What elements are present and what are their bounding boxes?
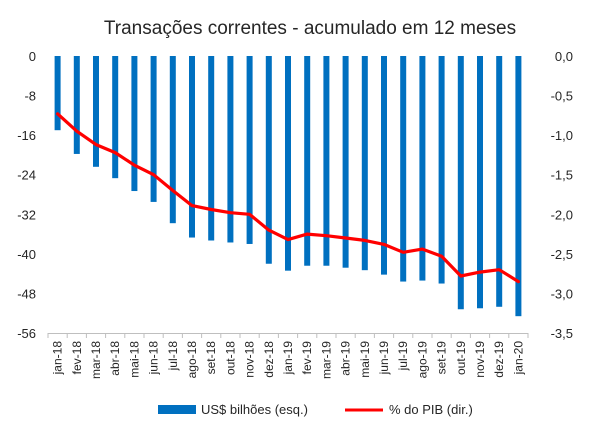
x-tick-label: jul-18 [166, 341, 180, 372]
x-tick-label: abr-18 [108, 341, 122, 376]
bar-abr-18 [112, 56, 119, 179]
legend-label-bars: US$ bilhões (esq.) [201, 402, 308, 417]
y-left-tick-label: 0 [29, 49, 36, 64]
bar-dez-18 [265, 56, 272, 264]
x-tick-label: set-18 [204, 341, 218, 375]
y-left-tick-label: -40 [17, 247, 36, 262]
legend-swatch-bars [158, 405, 196, 414]
x-tick-label: ago-19 [415, 341, 429, 379]
x-tick-label: out-18 [223, 341, 237, 375]
y-right-tick-label: -3,0 [551, 286, 573, 301]
y-left-tick-label: -8 [24, 89, 36, 104]
x-tick-label: mar-18 [89, 341, 103, 379]
x-tick-label: jun-18 [147, 341, 161, 376]
x-tick-label: mar-19 [319, 341, 333, 379]
bar-fev-19 [304, 56, 311, 266]
y-right-tick-label: -0,5 [551, 89, 573, 104]
bar-jan-20 [515, 56, 522, 317]
x-axis: jan-18 fev-18 mar-18 abr-18 mai-18 jun-18 jul-… [47, 333, 529, 379]
x-tick-label: jul-19 [396, 341, 410, 372]
line-pct-pib [55, 112, 521, 284]
line-series [55, 112, 521, 284]
bar-jul-18 [169, 56, 176, 224]
x-tick-label: jan-20 [511, 341, 525, 376]
bar-out-18 [227, 56, 234, 243]
bar-jan-19 [285, 56, 291, 271]
bar-mar-18 [93, 56, 99, 167]
bar-jul-19 [400, 56, 407, 282]
x-tick-label: dez-18 [262, 341, 276, 378]
y-right-tick-label: -2,5 [551, 247, 573, 262]
bar-jun-19 [381, 56, 387, 275]
y-left-tick-label: -56 [17, 326, 36, 341]
x-tick-label: mai-18 [127, 341, 141, 378]
y-left-tick-label: -48 [17, 286, 36, 301]
bar-series [54, 56, 522, 317]
x-tick-label: out-19 [454, 341, 468, 375]
x-tick-label: mai-19 [358, 341, 372, 378]
x-tick-label: abr-19 [339, 341, 353, 376]
x-tick-label: jun-19 [377, 341, 391, 376]
bar-nov-18 [246, 56, 253, 244]
y-right-tick-label: -3,5 [551, 326, 573, 341]
bar-ago-19 [419, 56, 426, 281]
chart-title: Transações correntes - acumulado em 12 m… [104, 18, 516, 39]
legend: US$ bilhões (esq.) % do PIB (dir.) [158, 402, 473, 417]
x-tick-label: dez-19 [492, 341, 506, 378]
bar-nov-19 [477, 56, 483, 309]
bar-mar-19 [323, 56, 330, 266]
y-right-tick-label: 0,0 [555, 49, 573, 64]
bar-set-19 [438, 56, 445, 284]
y-right-tick-label: -2,0 [551, 207, 573, 222]
bar-dez-19 [496, 56, 503, 307]
x-tick-label: fev-19 [300, 341, 314, 375]
x-tick-label: jan-18 [51, 341, 65, 376]
x-tick-label: jan-19 [281, 341, 295, 376]
bar-mai-19 [361, 56, 368, 271]
y-right-tick-label: -1,0 [551, 128, 573, 143]
y-right-tick-label: -1,5 [551, 168, 573, 183]
bar-ago-18 [189, 56, 195, 238]
y-left-tick-label: -32 [17, 207, 36, 222]
legend-label-line: % do PIB (dir.) [389, 402, 473, 417]
x-tick-label: nov-18 [243, 341, 257, 378]
x-tick-label: fev-18 [70, 341, 84, 375]
y-left-tick-label: -16 [17, 128, 36, 143]
bar-jun-18 [150, 56, 157, 202]
y-axis-right: 0,0 -0,5 -1,0 -1,5 -2,0 -2,5 -3,0 -3,5 [551, 49, 573, 341]
bar-fev-18 [73, 56, 80, 154]
bar-set-18 [208, 56, 215, 241]
bar-jan-18 [54, 56, 61, 131]
bar-abr-19 [342, 56, 349, 268]
y-axis-left: 0 -8 -16 -24 -32 -40 -48 -56 [17, 49, 36, 341]
y-left-tick-label: -24 [17, 168, 36, 183]
x-tick-label: ago-18 [185, 341, 199, 379]
bar-mai-18 [131, 56, 138, 192]
bar-out-19 [457, 56, 464, 310]
x-tick-label: set-19 [435, 341, 449, 375]
x-tick-label: nov-19 [473, 341, 487, 378]
